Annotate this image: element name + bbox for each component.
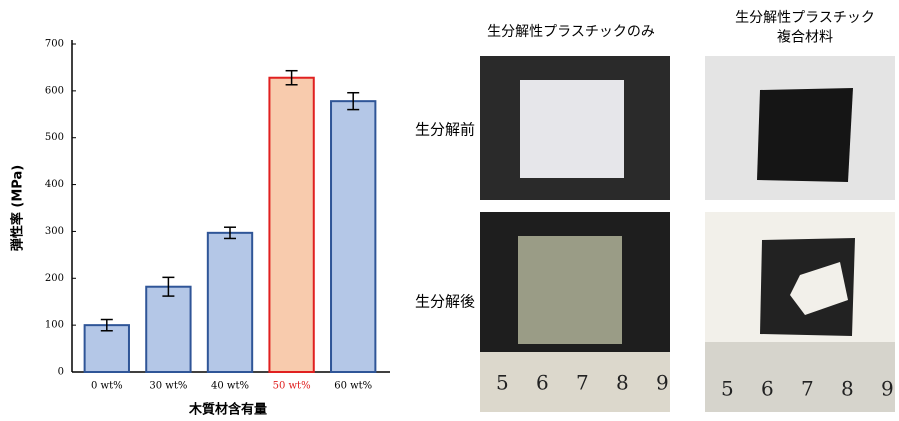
y-tick-label: 0 — [58, 367, 64, 378]
x-tick-label: 30 wt% — [149, 381, 187, 392]
bar — [145, 285, 192, 373]
bar — [268, 76, 315, 373]
x-tick-label: 0 wt% — [91, 381, 123, 392]
ruler-number: 7 — [801, 377, 814, 401]
ruler-number: 5 — [496, 371, 509, 395]
row-label: 生分解後 — [415, 293, 475, 311]
ruler-number: 6 — [536, 371, 549, 395]
y-tick-label: 300 — [45, 226, 64, 237]
ruler-number: 8 — [841, 377, 854, 401]
ruler-number: 9 — [656, 371, 669, 395]
column-header: 生分解性プラスチック複合材料 — [735, 10, 875, 46]
ruler-number: 6 — [761, 377, 774, 401]
y-tick-label: 700 — [45, 39, 64, 50]
photo-pla-before — [480, 56, 670, 200]
bar — [330, 100, 377, 373]
ruler-number: 8 — [616, 371, 629, 395]
x-tick-label: 40 wt% — [211, 381, 249, 392]
photo-composite-before — [705, 56, 895, 200]
y-axis-title: 弾性率 (MPa) — [10, 165, 26, 251]
photo-pla-after — [480, 212, 670, 412]
y-tick-label: 400 — [45, 179, 64, 190]
ruler-number: 5 — [721, 377, 734, 401]
column-header: 生分解性プラスチックのみ — [487, 24, 655, 40]
ruler-number: 9 — [881, 377, 894, 401]
ruler-number: 7 — [576, 371, 589, 395]
y-tick-label: 600 — [45, 85, 64, 96]
bar — [206, 231, 254, 373]
row-label: 生分解前 — [415, 121, 475, 139]
bar — [83, 324, 130, 373]
photo-composite-after — [705, 212, 895, 412]
x-tick-label: 50 wt% — [273, 381, 311, 392]
y-tick-label: 200 — [45, 273, 64, 284]
x-axis-title: 木質材含有量 — [188, 402, 267, 418]
x-tick-label: 60 wt% — [334, 381, 372, 392]
y-tick-label: 100 — [45, 320, 64, 331]
y-tick-label: 500 — [45, 132, 64, 143]
